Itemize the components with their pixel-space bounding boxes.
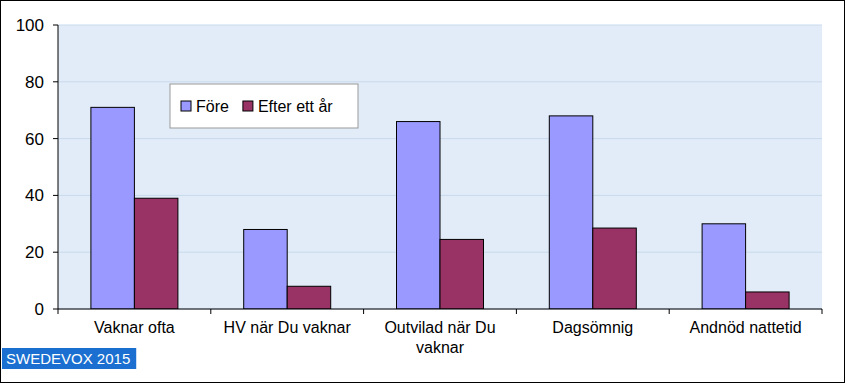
x-tick-label: Andnöd nattetid: [690, 319, 802, 336]
bar: [593, 228, 637, 309]
bar: [244, 229, 288, 309]
y-tick-label: 20: [25, 243, 44, 262]
x-tick: [822, 309, 823, 314]
y-tick: [53, 195, 58, 196]
x-tick-label: Outvilad när Du vaknar: [384, 319, 495, 356]
bar: [397, 122, 441, 309]
y-tick-label: 100: [16, 16, 44, 35]
legend-label: Före: [196, 98, 229, 115]
legend-swatch: [181, 101, 191, 111]
bar: [440, 239, 484, 309]
y-tick-label: 80: [25, 73, 44, 92]
grid-line: [58, 25, 822, 26]
y-tick-label: 60: [25, 130, 44, 149]
y-tick: [53, 252, 58, 253]
watermark-bg: [2, 348, 136, 369]
label-line: Outvilad när Du: [384, 319, 495, 336]
grid-line: [58, 309, 822, 310]
legend-box: [170, 84, 358, 128]
x-tick: [210, 309, 211, 314]
bar: [702, 224, 746, 309]
y-axis: [58, 25, 59, 309]
y-tick: [53, 25, 58, 26]
x-tick: [58, 309, 59, 314]
x-tick: [363, 309, 364, 314]
bar: [549, 116, 593, 309]
y-tick: [53, 138, 58, 139]
x-tick: [669, 309, 670, 314]
bar: [134, 198, 178, 309]
watermark: SWEDEVOX 2015: [2, 348, 136, 369]
y-tick: [53, 309, 58, 310]
x-tick: [516, 309, 517, 314]
x-axis: [58, 309, 822, 310]
y-tick: [53, 81, 58, 82]
legend: Före Efter ett år: [170, 84, 358, 128]
x-tick-label: Dagsömnig: [552, 319, 633, 336]
legend-label: Efter ett år: [258, 98, 333, 115]
legend-swatch: [243, 101, 253, 111]
outer-frame: [1, 1, 845, 383]
chart-svg: 0 20 40 60 80 100 Vaknar ofta HV när Du vaknar O…: [0, 0, 845, 383]
watermark-text: SWEDEVOX 2015: [6, 350, 130, 367]
bar: [91, 107, 134, 309]
bars: [91, 107, 789, 309]
chart-container: 0 20 40 60 80 100 Vaknar ofta HV när Du vaknar O…: [0, 0, 845, 383]
y-tick-label: 0: [35, 300, 44, 319]
plot-area: [58, 25, 822, 309]
x-tick-label: Vaknar ofta: [94, 319, 175, 336]
bar: [746, 292, 790, 309]
x-tick-label: HV när Du vaknar: [224, 319, 352, 336]
grid-line: [58, 81, 822, 82]
label-line: vaknar: [416, 339, 465, 356]
y-tick-label: 40: [25, 186, 44, 205]
bar: [287, 286, 331, 309]
